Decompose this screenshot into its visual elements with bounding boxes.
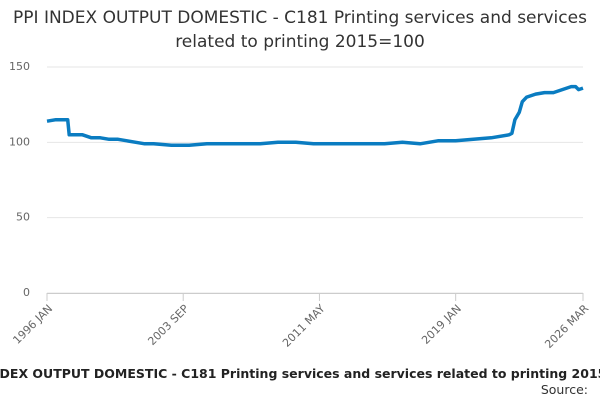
x-tick-label: 1996 JAN — [10, 302, 55, 347]
x-tick-label: 2003 SEP — [145, 302, 191, 348]
y-tick-label: 150 — [9, 60, 30, 73]
chart-title: PPI INDEX OUTPUT DOMESTIC - C181 Printin… — [13, 8, 587, 52]
x-tick-label: 2019 JAN — [419, 302, 464, 347]
data-line — [46, 84, 584, 148]
x-tick-label: 2026 MAR — [542, 302, 591, 351]
y-tick-label: 0 — [23, 286, 30, 299]
x-tick-label: 2011 MAY — [280, 302, 328, 350]
y-tick-label: 100 — [9, 135, 30, 148]
caption: PPI INDEX OUTPUT DOMESTIC - C181 Printin… — [0, 366, 600, 381]
source: Source: — [540, 382, 588, 397]
y-tick-label: 50 — [16, 211, 30, 224]
